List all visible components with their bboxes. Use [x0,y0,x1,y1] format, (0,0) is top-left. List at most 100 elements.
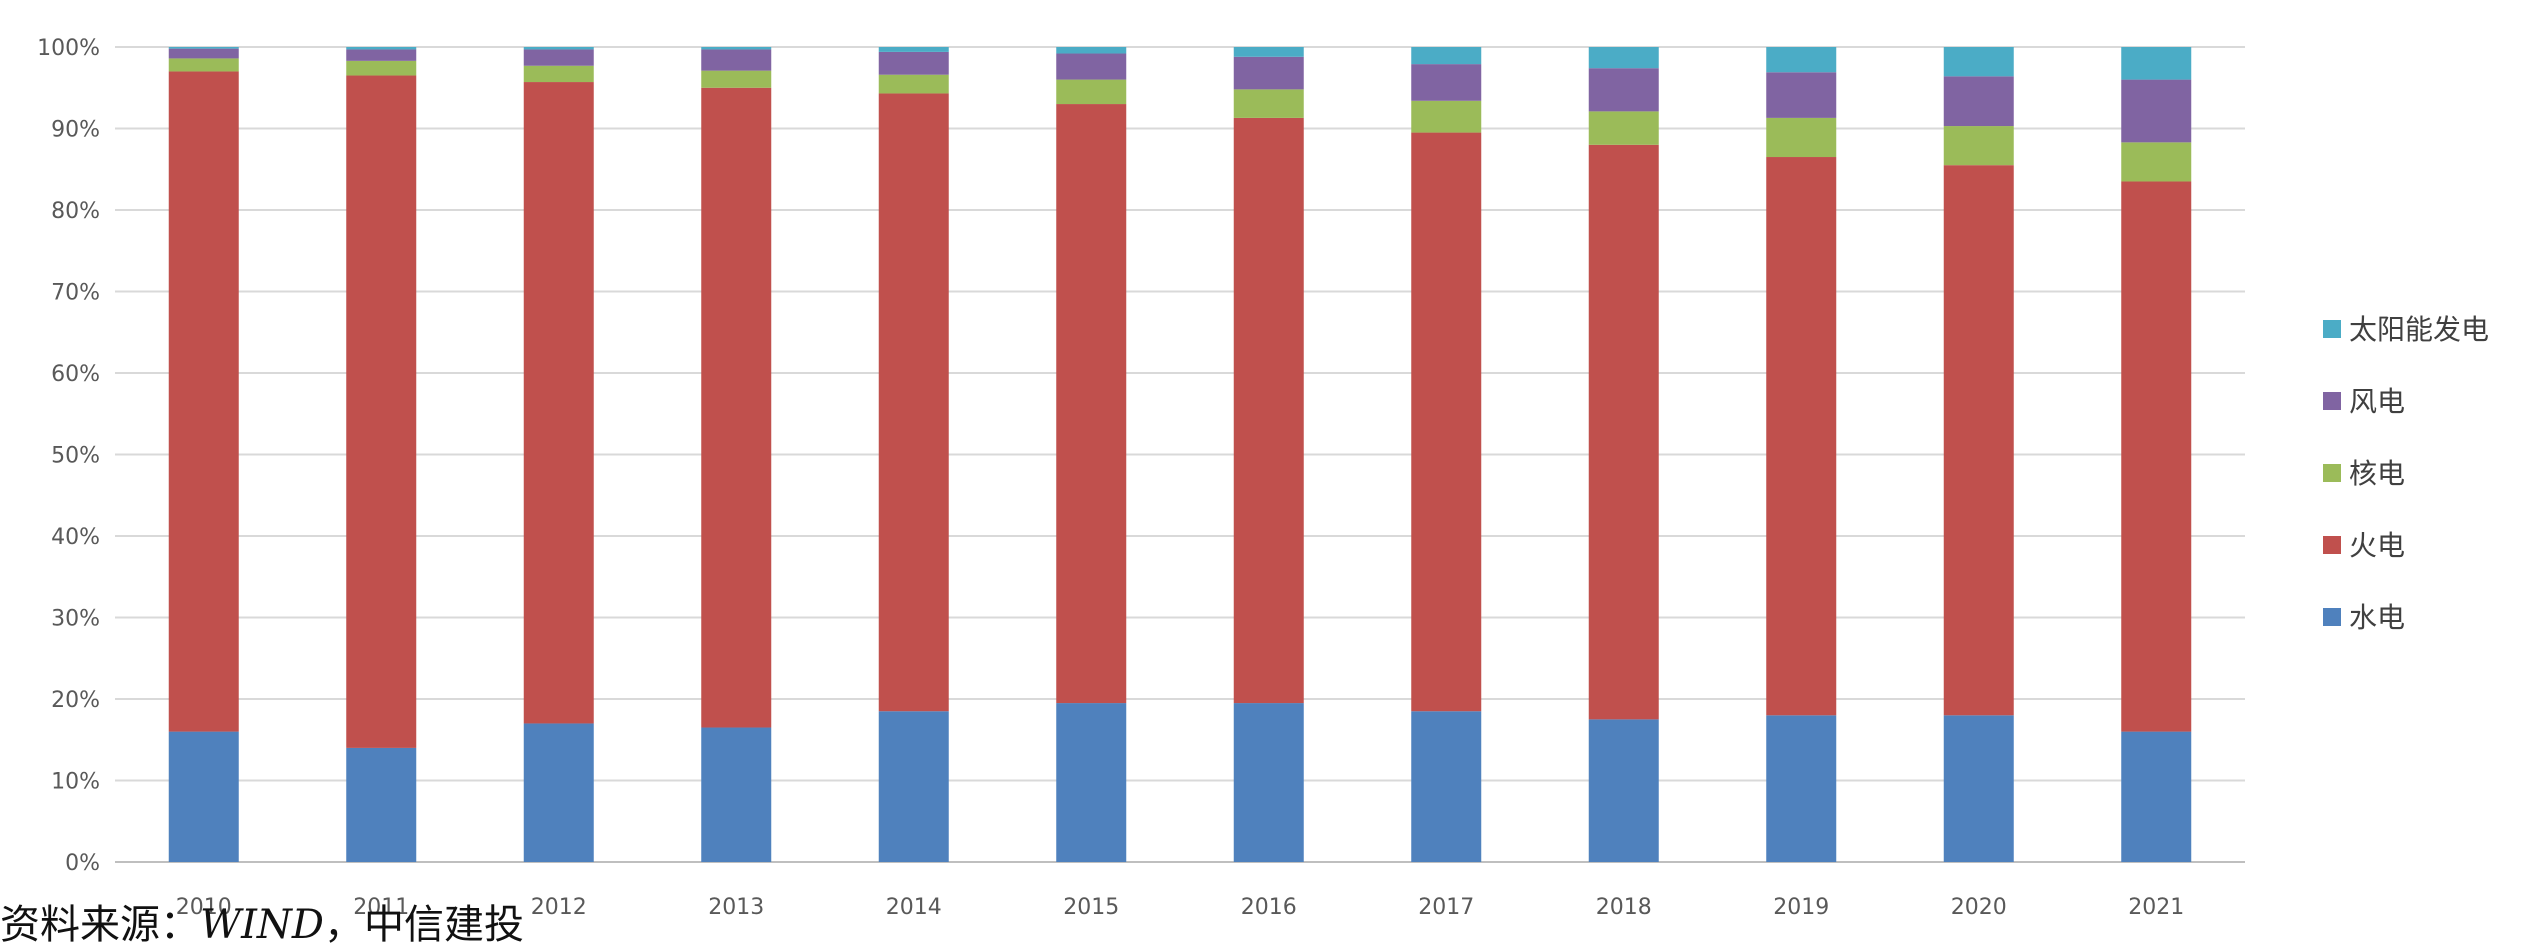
x-tick-label: 2011 [353,895,409,920]
y-tick-label: 60% [51,362,100,387]
legend-item: 风电 [2323,385,2405,418]
bar-segment [1411,100,1482,133]
bar-segment [1233,56,1304,90]
x-axis-tick-labels: 2010 2011 2012 2013 2014 2015 2016 2017 2018 2019… [176,895,2185,920]
source-note: 资料来源：WIND，中信建投 [0,902,524,948]
bar-segment [1943,126,2014,166]
bar-segment [1943,165,2014,716]
bar-segment [2121,142,2192,182]
legend-item: 火电 [2323,529,2405,562]
bar-stack-2018 [1588,47,1659,862]
x-tick-label: 2016 [1241,895,1297,920]
bar-segment [1588,719,1659,862]
source-note-suffix: ，中信建投 [323,902,524,948]
bar-segment [1233,89,1304,118]
bar-segment [701,727,772,862]
bar-segment [1056,104,1127,704]
legend-swatch [2323,536,2341,554]
bar-stack-2011 [346,47,417,862]
bar-segment [1766,47,1837,73]
source-note-source: WIND [200,902,324,948]
bar-segment [878,711,949,862]
bar-segment [168,47,239,49]
bar-segment [1056,79,1127,105]
bar-segment [878,47,949,52]
bar-segment [1766,157,1837,716]
bar-segment [523,82,594,724]
x-tick-label: 2019 [1773,895,1829,920]
bar-segment [346,47,417,50]
bar-segment [1233,47,1304,57]
bar-segment [2121,79,2192,143]
bar-segment [346,49,417,61]
bar-stack-2014 [878,47,949,862]
bar-segment [701,87,772,728]
x-tick-label: 2017 [1418,895,1474,920]
bar-segment [701,47,772,50]
y-tick-label: 90% [51,118,100,143]
source-note-prefix: 资料来源： [0,902,200,948]
x-tick-label: 2010 [176,895,232,920]
bar-segment [1766,117,1837,158]
bar-segment [878,51,949,75]
y-axis-tick-labels: 0% 10% 20% 30% 40% 50% 60% 70% 80% 90% 100% [37,36,100,876]
x-tick-label: 2012 [531,895,587,920]
legend-label: 火电 [2349,529,2405,562]
y-tick-label: 30% [51,607,100,632]
gridlines [115,46,2245,863]
bar-stack-2021 [2121,47,2192,862]
legend-label: 太阳能发电 [2349,313,2489,346]
x-tick-label: 2021 [2128,895,2184,920]
x-tick-label: 2014 [886,895,942,920]
legend-label: 核电 [2349,457,2405,490]
bar-segment [1588,68,1659,112]
bar-segment [1766,72,1837,118]
bar-segment [1588,47,1659,69]
legend-swatch [2323,392,2341,410]
legend-item: 核电 [2323,457,2405,490]
bar-segment [168,48,239,59]
bar-segment [701,49,772,71]
bar-segment [1233,117,1304,704]
bar-segment [523,723,594,862]
bar-segment [701,70,772,88]
legend-label: 水电 [2349,601,2405,634]
bar-segment [168,731,239,862]
bar-stack-2016 [1233,47,1304,862]
bar-segment [523,49,594,66]
bar-segment [1588,144,1659,720]
x-tick-label: 2020 [1951,895,2007,920]
bar-segment [346,60,417,76]
x-tick-label: 2015 [1063,895,1119,920]
y-tick-label: 80% [51,199,100,224]
legend-item: 太阳能发电 [2323,313,2489,346]
legend-label: 风电 [2349,385,2405,418]
bar-segment [1943,76,2014,127]
bars [168,47,2192,862]
y-tick-label: 10% [51,770,100,795]
bar-segment [1411,711,1482,862]
legend-item: 水电 [2323,601,2405,634]
bar-segment [1943,715,2014,862]
bar-segment [1233,703,1304,862]
bar-segment [1056,47,1127,54]
bar-stack-2015 [1056,47,1127,862]
y-tick-label: 40% [51,525,100,550]
bar-segment [2121,181,2192,732]
x-tick-label: 2013 [708,895,764,920]
bar-segment [1411,132,1482,712]
bar-segment [1056,703,1127,862]
bar-segment [523,65,594,83]
y-tick-label: 70% [51,281,100,306]
bar-segment [523,47,594,50]
bar-segment [2121,731,2192,862]
x-tick-label: 2018 [1596,895,1652,920]
legend-swatch [2323,608,2341,626]
bar-segment [168,58,239,72]
legend-swatch [2323,464,2341,482]
bar-stack-2017 [1411,47,1482,862]
bar-segment [1411,64,1482,101]
y-tick-label: 0% [65,851,100,876]
